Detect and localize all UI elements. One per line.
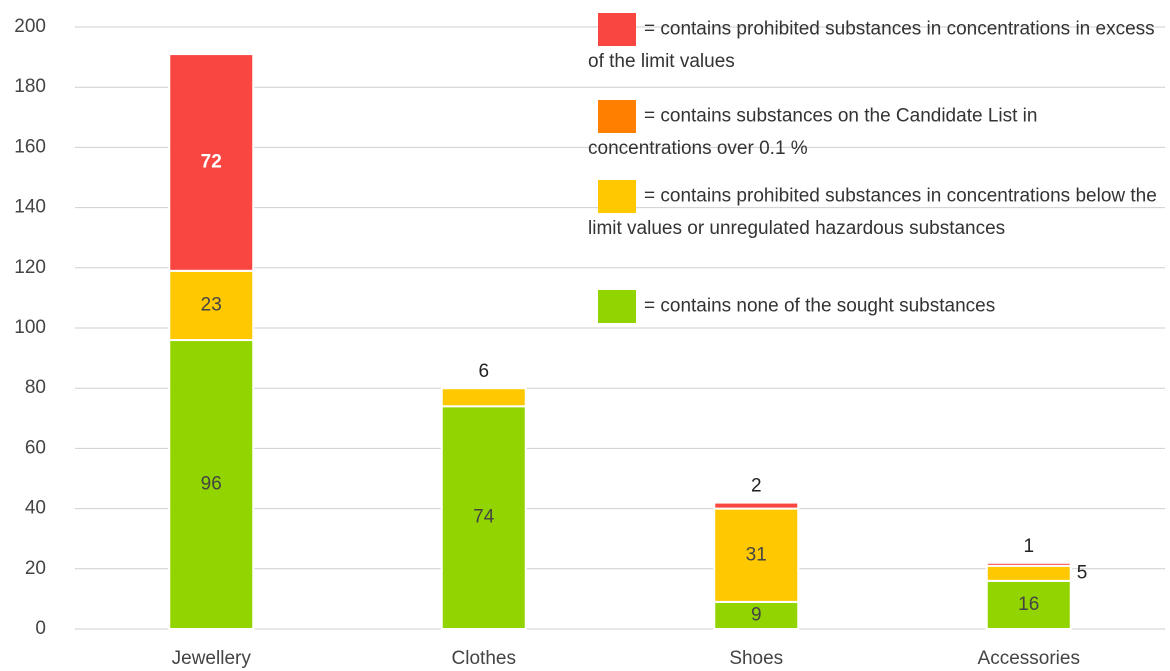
data-label: 72 xyxy=(201,151,222,172)
legend-label: = contains prohibited substances in conc… xyxy=(588,185,1157,239)
bar-segment xyxy=(985,564,1072,582)
x-tick-label: Shoes xyxy=(729,648,783,669)
x-tick-label: Accessories xyxy=(978,648,1080,669)
y-tick-label: 80 xyxy=(25,377,46,398)
bar-segment xyxy=(440,405,527,631)
data-label: 9 xyxy=(751,604,762,625)
data-label: 74 xyxy=(473,507,495,528)
bar-segment xyxy=(713,501,800,510)
legend-entry: = contains prohibited substances in conc… xyxy=(588,180,1166,244)
legend-label: = contains none of the sought substances xyxy=(644,295,996,317)
y-tick-label: 140 xyxy=(14,197,46,218)
y-tick-label: 120 xyxy=(14,257,46,278)
bar-segment xyxy=(985,579,1072,631)
bar-segment xyxy=(713,507,800,603)
legend-swatch xyxy=(598,180,636,213)
data-label: 2 xyxy=(751,476,762,497)
bar-segment xyxy=(168,53,255,272)
y-tick-label: 200 xyxy=(14,16,46,37)
data-label: 96 xyxy=(201,474,222,495)
data-label: 16 xyxy=(1018,594,1039,615)
bar-segment xyxy=(985,561,1072,567)
x-tick-label: Jewellery xyxy=(172,648,252,669)
data-label: 23 xyxy=(201,294,222,315)
y-tick-label: 40 xyxy=(25,498,46,519)
legend-label: = contains substances on the Candidate L… xyxy=(588,105,1038,159)
x-tick-label: Clothes xyxy=(452,648,516,669)
bar-segment xyxy=(168,269,255,342)
legend-swatch xyxy=(598,290,636,323)
legend-label: = contains prohibited substances in conc… xyxy=(588,18,1155,72)
legend-swatch xyxy=(598,100,636,133)
data-label: 5 xyxy=(1077,562,1088,583)
y-tick-label: 60 xyxy=(25,437,46,458)
y-tick-label: 180 xyxy=(14,76,46,97)
y-tick-label: 100 xyxy=(14,317,46,338)
y-tick-label: 160 xyxy=(14,136,46,157)
bar-segment xyxy=(440,387,527,408)
legend-entry: = contains substances on the Candidate L… xyxy=(588,100,1166,164)
legend-entry: = contains none of the sought substances xyxy=(588,290,1166,323)
data-label: 1 xyxy=(1023,536,1034,557)
data-label: 6 xyxy=(478,361,489,382)
y-tick-label: 20 xyxy=(25,558,46,579)
legend-entry: = contains prohibited substances in conc… xyxy=(588,13,1166,77)
y-tick-label: 0 xyxy=(35,618,46,639)
data-label: 31 xyxy=(746,544,767,565)
legend-swatch xyxy=(598,13,636,46)
